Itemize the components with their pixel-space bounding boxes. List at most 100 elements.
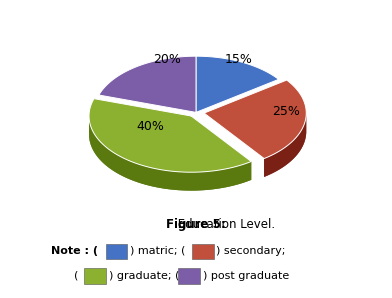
Polygon shape	[171, 171, 174, 190]
Polygon shape	[107, 148, 108, 167]
Polygon shape	[264, 113, 306, 177]
Polygon shape	[114, 153, 116, 172]
Polygon shape	[284, 148, 285, 167]
Polygon shape	[122, 157, 123, 176]
Polygon shape	[297, 136, 298, 155]
Polygon shape	[180, 172, 182, 190]
Polygon shape	[129, 160, 130, 179]
Polygon shape	[141, 165, 143, 184]
Polygon shape	[286, 146, 287, 165]
Polygon shape	[278, 151, 279, 170]
Polygon shape	[110, 150, 112, 170]
Polygon shape	[280, 150, 281, 169]
Polygon shape	[182, 172, 184, 190]
Polygon shape	[130, 161, 132, 180]
Polygon shape	[116, 154, 117, 173]
Polygon shape	[169, 171, 171, 190]
Polygon shape	[125, 159, 127, 178]
Polygon shape	[229, 168, 230, 187]
Polygon shape	[199, 172, 201, 190]
Polygon shape	[220, 170, 223, 188]
Polygon shape	[165, 170, 167, 189]
Polygon shape	[101, 142, 102, 162]
Polygon shape	[136, 163, 138, 182]
Polygon shape	[212, 171, 214, 190]
Polygon shape	[145, 166, 147, 185]
Polygon shape	[294, 139, 295, 158]
Polygon shape	[186, 172, 189, 191]
Polygon shape	[203, 172, 206, 190]
Polygon shape	[223, 169, 225, 188]
Polygon shape	[178, 172, 180, 190]
Polygon shape	[289, 144, 290, 163]
Text: 20%: 20%	[153, 53, 181, 66]
Polygon shape	[149, 167, 151, 186]
Polygon shape	[214, 170, 216, 189]
Polygon shape	[246, 163, 248, 182]
Polygon shape	[134, 162, 136, 181]
Polygon shape	[191, 172, 193, 191]
Polygon shape	[161, 170, 163, 188]
Polygon shape	[240, 165, 242, 184]
Text: ) secondary;: ) secondary;	[216, 246, 286, 256]
Polygon shape	[108, 148, 109, 168]
Polygon shape	[230, 167, 232, 186]
Polygon shape	[184, 172, 186, 190]
Polygon shape	[298, 134, 299, 153]
Polygon shape	[197, 172, 199, 190]
Polygon shape	[266, 157, 267, 176]
Text: Note : (: Note : (	[51, 246, 98, 256]
Polygon shape	[208, 171, 210, 190]
Polygon shape	[138, 164, 139, 183]
Text: Education Level.: Education Level.	[174, 218, 275, 232]
Polygon shape	[89, 99, 251, 172]
Polygon shape	[290, 142, 291, 161]
Polygon shape	[96, 137, 97, 156]
Polygon shape	[95, 135, 96, 154]
Polygon shape	[189, 172, 191, 191]
Polygon shape	[159, 169, 161, 188]
Polygon shape	[210, 171, 212, 190]
Polygon shape	[270, 155, 272, 174]
Polygon shape	[291, 142, 292, 161]
Polygon shape	[153, 168, 155, 187]
Polygon shape	[265, 158, 266, 176]
Text: 15%: 15%	[225, 53, 253, 66]
Polygon shape	[98, 139, 99, 159]
Polygon shape	[301, 129, 302, 149]
Polygon shape	[102, 143, 103, 163]
Polygon shape	[287, 145, 288, 164]
Polygon shape	[293, 140, 294, 159]
Polygon shape	[120, 156, 122, 176]
Polygon shape	[147, 167, 149, 186]
Polygon shape	[204, 80, 306, 159]
Polygon shape	[283, 148, 284, 167]
Text: 40%: 40%	[136, 120, 164, 133]
Polygon shape	[244, 164, 246, 182]
Polygon shape	[94, 134, 95, 153]
Text: 25%: 25%	[272, 105, 300, 117]
Polygon shape	[157, 169, 159, 188]
Polygon shape	[248, 162, 249, 181]
Polygon shape	[97, 138, 98, 158]
Polygon shape	[201, 172, 203, 190]
Polygon shape	[276, 152, 278, 171]
Polygon shape	[288, 145, 289, 164]
Polygon shape	[279, 150, 280, 170]
Polygon shape	[236, 166, 238, 185]
Polygon shape	[155, 169, 157, 187]
Polygon shape	[139, 164, 141, 183]
Polygon shape	[267, 157, 269, 176]
Polygon shape	[238, 165, 240, 184]
Polygon shape	[89, 116, 251, 191]
Polygon shape	[193, 172, 195, 191]
Polygon shape	[99, 56, 196, 112]
Polygon shape	[249, 162, 251, 181]
Polygon shape	[282, 149, 283, 168]
Polygon shape	[119, 156, 120, 175]
Polygon shape	[292, 141, 293, 160]
Text: ) graduate; (: ) graduate; (	[109, 271, 179, 281]
Polygon shape	[285, 147, 286, 166]
Polygon shape	[216, 170, 218, 189]
Polygon shape	[104, 145, 105, 165]
